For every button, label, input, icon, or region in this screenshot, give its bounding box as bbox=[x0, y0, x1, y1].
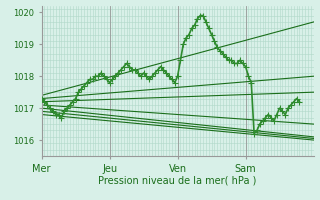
X-axis label: Pression niveau de la mer( hPa ): Pression niveau de la mer( hPa ) bbox=[99, 175, 257, 185]
